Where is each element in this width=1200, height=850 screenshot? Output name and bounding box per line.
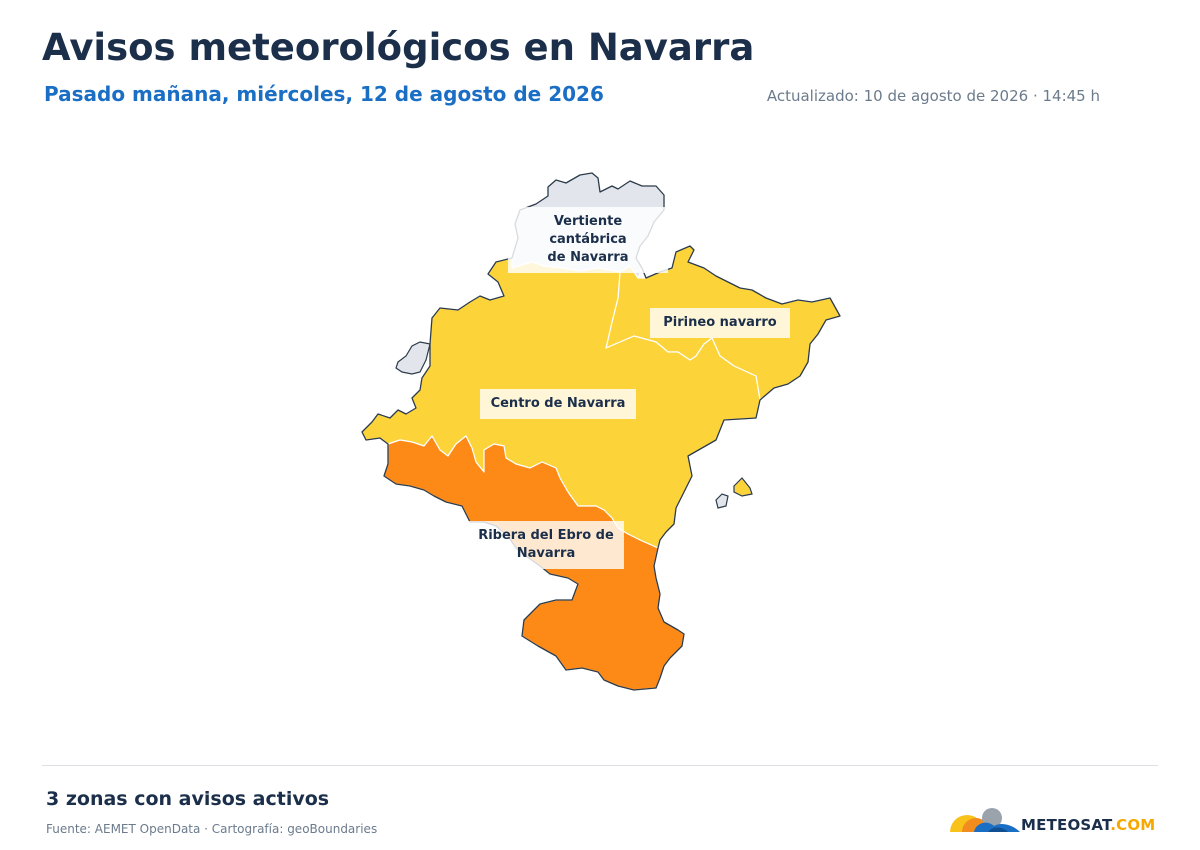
zone-label-line: Centro de Navarra bbox=[490, 396, 626, 411]
logo-text: METEOSAT.COM bbox=[1021, 816, 1155, 834]
data-source: Fuente: AEMET OpenData · Cartografía: ge… bbox=[46, 822, 378, 836]
meteosat-logo[interactable]: METEOSAT.COM bbox=[948, 806, 1160, 836]
zone-label-line: Navarra bbox=[516, 546, 576, 561]
active-warnings-summary: 3 zonas con avisos activos bbox=[46, 788, 330, 810]
footer-divider bbox=[42, 765, 1158, 766]
logo-text-suffix: .COM bbox=[1110, 816, 1156, 834]
zone-label-line: Pirineo navarro bbox=[663, 315, 777, 330]
page-subtitle: Pasado mañana, miércoles, 12 de agosto d… bbox=[44, 82, 604, 106]
zone-label-line: de Navarra bbox=[547, 250, 629, 265]
logo-text-main: METEOSAT bbox=[1021, 816, 1111, 834]
zone-label-centro: Centro de Navarra bbox=[480, 389, 636, 419]
updated-timestamp: Actualizado: 10 de agosto de 2026 · 14:4… bbox=[766, 87, 1100, 105]
zone-label-vertiente: Vertiente cantábrica de Navarra bbox=[508, 207, 668, 273]
sun-cloud-icon bbox=[950, 808, 1020, 832]
page-title: Avisos meteorológicos en Navarra bbox=[42, 26, 755, 69]
navarra-warning-map bbox=[361, 172, 841, 691]
zone-label-line: Ribera del Ebro de bbox=[478, 528, 614, 543]
zone-label-line: Vertiente cantábrica bbox=[549, 214, 627, 247]
zone-label-ribera: Ribera del Ebro de Navarra bbox=[468, 521, 624, 569]
zone-label-pirineo: Pirineo navarro bbox=[650, 308, 790, 338]
